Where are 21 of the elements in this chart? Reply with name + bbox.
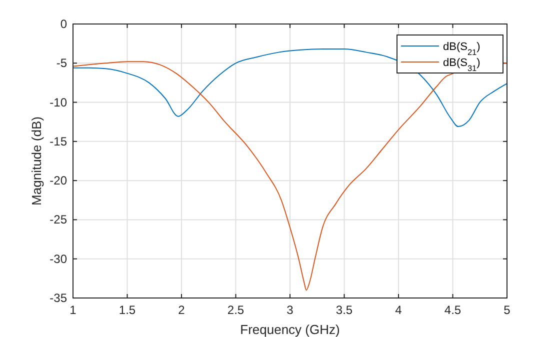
x-tick-label: 1 bbox=[70, 303, 77, 317]
x-tick-label: 2 bbox=[178, 303, 186, 317]
legend-label: dB(S$_{31}$) bbox=[443, 57, 480, 72]
y-tick-label: -5 bbox=[56, 56, 68, 70]
x-tick-label: 4.5 bbox=[444, 303, 462, 317]
y-tick-label: -10 bbox=[50, 95, 68, 110]
y-tick-label: -20 bbox=[50, 174, 68, 188]
y-tick-label: -30 bbox=[50, 252, 68, 266]
legend-label: dB(S$_{21}$) bbox=[443, 41, 480, 56]
x-tick-label: 3 bbox=[286, 303, 294, 317]
y-tick-label: -15 bbox=[50, 134, 68, 148]
y-tick-label: 0 bbox=[60, 17, 68, 31]
x-axis-title: Frequency (GHz) bbox=[240, 322, 340, 337]
x-tick-label: 4 bbox=[395, 303, 402, 317]
x-tick-label: 3.5 bbox=[336, 303, 353, 317]
y-tick-label: -35 bbox=[50, 291, 68, 305]
x-tick-label: 5 bbox=[504, 303, 511, 317]
x-tick-label: 2.5 bbox=[227, 303, 244, 317]
x-tick-label: 1.5 bbox=[118, 303, 136, 317]
y-axis-title: Magnitude (dB) bbox=[29, 116, 44, 206]
y-tick-label: -25 bbox=[50, 212, 68, 227]
